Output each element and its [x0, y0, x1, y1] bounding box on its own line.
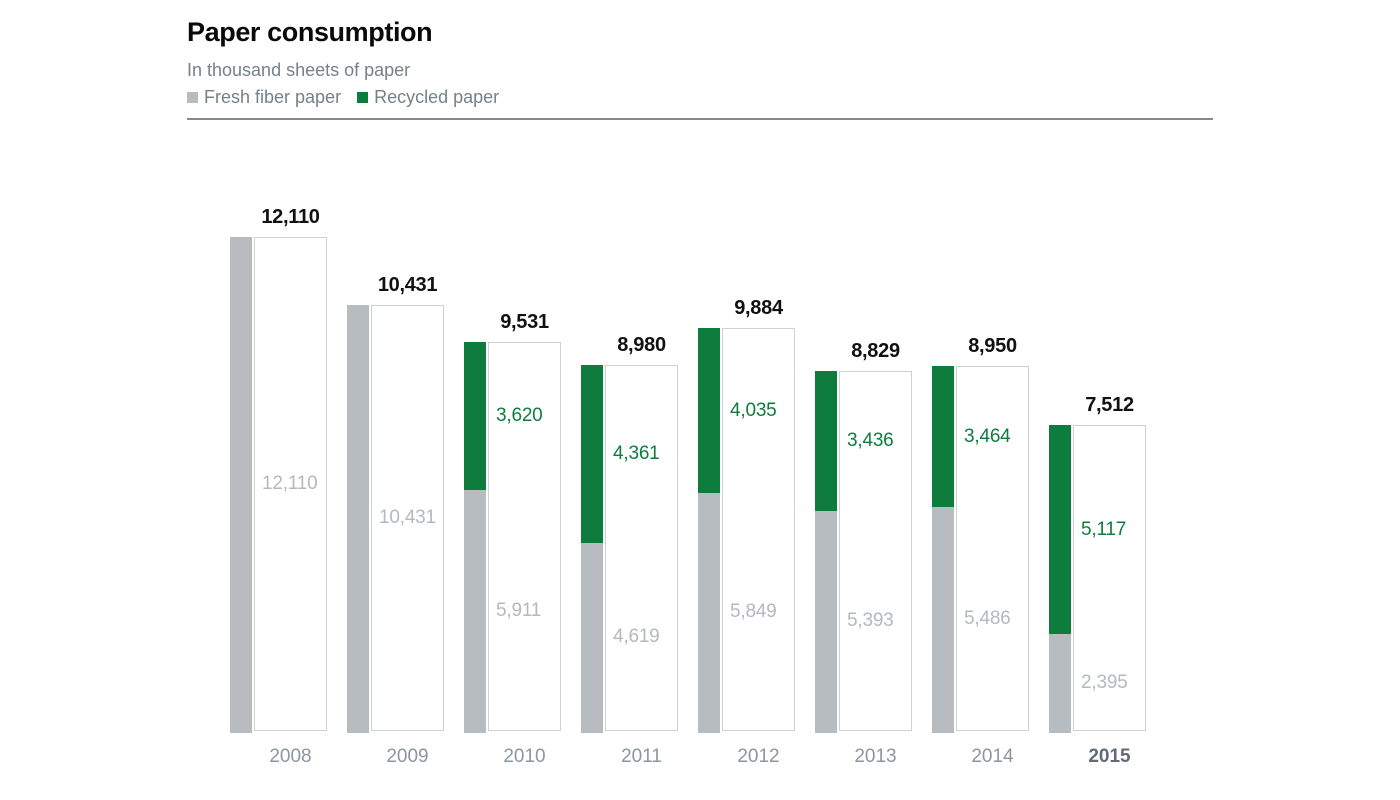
fresh-value-label-2013: 5,393	[847, 610, 894, 631]
bar-recycled-2014	[932, 366, 954, 507]
recycled-value-label-2010: 3,620	[496, 405, 543, 426]
total-label-2015: 7,512	[1085, 394, 1134, 416]
recycled-value-label-2014: 3,464	[964, 426, 1011, 447]
bar-recycled-2010	[464, 342, 486, 490]
bar-fresh-2009	[347, 305, 369, 733]
total-label-2008: 12,110	[261, 206, 320, 228]
chart-header: Paper consumption In thousand sheets of …	[187, 17, 1213, 121]
chart-subtitle: In thousand sheets of paper	[187, 59, 411, 80]
fresh-value-label-2014: 5,486	[964, 608, 1011, 629]
bar-fresh-2014	[932, 507, 954, 733]
fresh-value-label-2009: 10,431	[379, 507, 436, 528]
legend-swatch-recycled	[357, 92, 369, 104]
bar-fresh-2013	[815, 511, 837, 733]
bar-fresh-2012	[698, 493, 720, 733]
fresh-value-label-2011: 4,619	[613, 626, 660, 647]
year-label-2011: 2011	[621, 746, 662, 767]
bar-recycled-2011	[581, 365, 603, 543]
recycled-value-label-2012: 4,035	[730, 400, 777, 421]
bar-fresh-2015	[1049, 634, 1071, 733]
year-label-2009: 2009	[386, 746, 429, 767]
bar-recycled-2012	[698, 328, 720, 493]
value-box-2010	[488, 342, 561, 731]
value-box-2008	[254, 237, 327, 731]
year-label-2012: 2012	[737, 746, 780, 767]
year-label-2015: 2015	[1088, 746, 1131, 767]
total-label-2014: 8,950	[968, 335, 1017, 357]
fresh-value-label-2012: 5,849	[730, 601, 777, 622]
fresh-value-label-2008: 12,110	[262, 473, 318, 494]
recycled-value-label-2011: 4,361	[613, 443, 660, 464]
fresh-value-label-2015: 2,395	[1081, 672, 1128, 693]
value-box-2011	[605, 365, 678, 731]
bar-recycled-2015	[1049, 425, 1071, 634]
recycled-value-label-2013: 3,436	[847, 430, 894, 451]
chart-legend: Fresh fiber paper Recycled paper	[187, 87, 1213, 108]
total-label-2009: 10,431	[377, 274, 438, 296]
value-box-2013	[839, 371, 912, 731]
legend-swatch-fresh	[187, 92, 198, 104]
bar-fresh-2010	[464, 490, 486, 733]
year-label-2014: 2014	[971, 746, 1014, 767]
legend-label-fresh: Fresh fiber paper	[204, 87, 342, 108]
legend-item-recycled: Recycled paper	[357, 87, 499, 108]
value-box-2014	[956, 366, 1029, 731]
chart-title: Paper consumption	[187, 17, 433, 47]
value-box-2012	[722, 328, 795, 731]
total-label-2010: 9,531	[500, 311, 549, 333]
year-label-2008: 2008	[269, 746, 312, 767]
total-label-2011: 8,980	[617, 334, 666, 356]
legend-label-recycled: Recycled paper	[374, 87, 500, 108]
header-divider	[187, 118, 1213, 121]
year-label-2013: 2013	[854, 746, 897, 767]
year-label-2010: 2010	[503, 746, 546, 767]
recycled-value-label-2015: 5,117	[1081, 519, 1127, 540]
value-box-2015	[1073, 425, 1146, 731]
total-label-2013: 8,829	[851, 340, 900, 362]
bar-fresh-2008	[230, 237, 252, 733]
value-box-2009	[371, 305, 444, 731]
bar-fresh-2011	[581, 543, 603, 733]
total-label-2012: 9,884	[734, 297, 783, 319]
legend-item-fresh: Fresh fiber paper	[187, 87, 341, 108]
bar-recycled-2013	[815, 371, 837, 511]
fresh-value-label-2010: 5,911	[496, 600, 542, 621]
